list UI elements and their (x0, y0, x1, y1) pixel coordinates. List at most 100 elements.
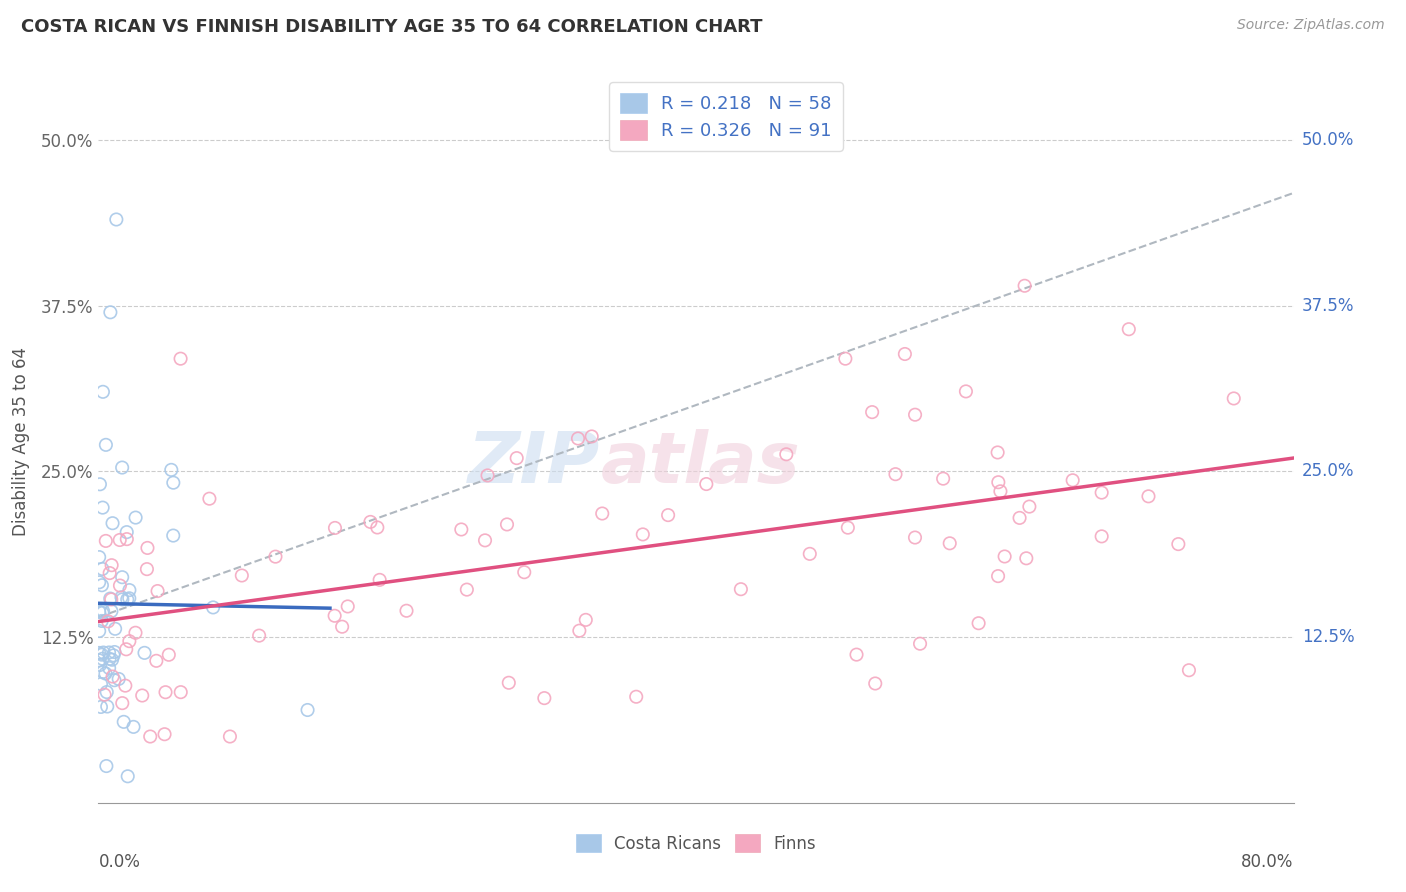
Point (990, 484, 1012, 499)
Point (90, 700, 112, 714)
Point (94, 666, 117, 681)
Point (90, 648, 112, 662)
Text: 50.0%: 50.0% (1302, 131, 1354, 149)
Point (115, 592, 138, 607)
Point (368, 573, 391, 587)
Y-axis label: Disability Age 35 to 64: Disability Age 35 to 64 (11, 347, 30, 536)
Point (108, 578, 131, 592)
Point (89, 575, 111, 590)
Point (456, 582, 478, 597)
Point (124, 510, 146, 524)
Point (94, 438, 117, 452)
Point (837, 521, 859, 535)
Point (157, 648, 180, 662)
Point (91, 500, 114, 515)
Point (103, 645, 125, 659)
Point (631, 527, 654, 541)
Point (336, 599, 359, 614)
Point (93, 646, 115, 660)
Point (359, 515, 381, 529)
Point (104, 622, 127, 636)
Point (955, 384, 977, 399)
Point (1008, 511, 1031, 525)
Point (101, 669, 124, 683)
Text: 37.5%: 37.5% (1302, 297, 1354, 315)
Legend: Costa Ricans, Finns: Costa Ricans, Finns (569, 828, 823, 860)
Point (100, 592, 122, 607)
Point (103, 673, 125, 688)
Point (987, 569, 1010, 583)
Point (513, 565, 536, 579)
Point (987, 445, 1010, 459)
Text: 12.5%: 12.5% (1302, 628, 1354, 646)
Point (884, 467, 907, 482)
Point (91, 606, 114, 620)
Point (89, 653, 111, 667)
Point (114, 679, 136, 693)
Point (91, 652, 114, 666)
Point (994, 549, 1017, 564)
Point (98, 566, 121, 580)
Point (98, 305, 122, 319)
Point (845, 648, 868, 662)
Point (111, 570, 134, 584)
Point (89, 646, 111, 660)
Point (162, 528, 184, 542)
Point (108, 533, 131, 547)
Point (100, 604, 122, 618)
Point (155, 685, 177, 699)
Point (1062, 473, 1084, 487)
Point (111, 460, 134, 475)
Point (90, 614, 112, 628)
Point (112, 714, 135, 729)
Point (498, 675, 520, 690)
Point (115, 532, 138, 546)
Point (160, 463, 183, 477)
Point (477, 468, 499, 483)
Text: 25.0%: 25.0% (1302, 462, 1354, 481)
Point (124, 625, 146, 640)
Point (330, 620, 353, 634)
Point (395, 604, 418, 618)
Point (904, 531, 927, 545)
Point (89, 624, 111, 638)
Point (695, 477, 717, 491)
Point (94, 533, 117, 548)
Point (860, 405, 883, 419)
Point (506, 451, 529, 466)
Text: ZIP: ZIP (468, 429, 600, 498)
Point (117, 769, 139, 783)
Point (98, 645, 121, 659)
Text: 0.0%: 0.0% (98, 854, 141, 871)
Point (89, 550, 111, 565)
Point (131, 689, 153, 703)
Point (135, 562, 157, 576)
Point (101, 653, 124, 667)
Point (146, 584, 169, 599)
Point (297, 703, 319, 717)
Point (967, 616, 990, 631)
Point (219, 730, 242, 744)
Point (98, 661, 121, 675)
Point (1014, 278, 1036, 293)
Point (908, 637, 931, 651)
Point (96, 699, 118, 714)
Point (1167, 537, 1189, 551)
Point (198, 491, 221, 506)
Point (89, 657, 111, 672)
Point (474, 533, 496, 548)
Point (145, 654, 167, 668)
Point (122, 720, 145, 734)
Point (1091, 529, 1114, 543)
Point (110, 591, 132, 605)
Point (111, 696, 134, 710)
Point (90, 677, 112, 691)
Point (89, 605, 111, 619)
Point (103, 648, 125, 663)
Point (118, 583, 141, 598)
Point (105, 212, 128, 227)
Point (1015, 551, 1038, 566)
Point (366, 520, 388, 534)
Point (89, 477, 111, 491)
Point (450, 523, 472, 537)
